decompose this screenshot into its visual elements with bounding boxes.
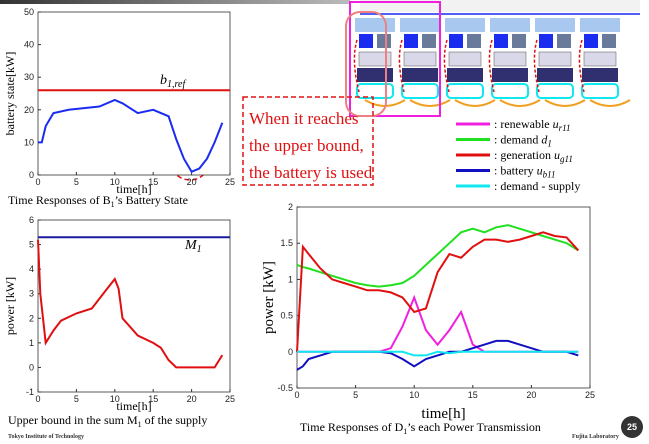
y-tick-label: 4 [29, 264, 34, 274]
reference-label-sub: 1 [197, 244, 202, 255]
page-number: 25 [627, 422, 637, 432]
reference-label: b1,ref [160, 73, 186, 90]
x-tick-label: 15 [148, 177, 158, 187]
legend-name: : demand [494, 133, 541, 147]
page-badge [621, 416, 643, 438]
x-tick-label: 25 [225, 394, 235, 404]
x-tick-label: 10 [409, 390, 419, 400]
callout: When it reaches the upper bound, the bat… [242, 96, 374, 186]
legend-entry: : generation ug11 [494, 148, 573, 164]
series-line [37, 239, 224, 369]
footer-right: Fujita Laboratory [572, 434, 619, 440]
x-tick-label: 0 [35, 394, 40, 404]
caption-text: ’s Battery State [115, 193, 188, 207]
series-line [296, 231, 580, 352]
plot-area [296, 206, 591, 389]
x-axis-label: time[h] [116, 182, 151, 196]
y-tick-label: 20 [24, 105, 34, 115]
y-tick-label: 1 [29, 338, 34, 348]
reference-label-main: b [160, 73, 167, 88]
callout-text: the battery is used [249, 163, 373, 182]
y-axis-label: battery state[kW] [3, 52, 17, 136]
y-tick-label: -0.5 [277, 383, 293, 393]
legend-entry: : renewable ur11 [494, 117, 570, 133]
caption-text: of the supply [142, 413, 208, 427]
callout-text: the upper bound, [249, 136, 364, 155]
legend-symbol: u [553, 117, 559, 131]
x-tick-label: 10 [110, 394, 120, 404]
legend-symbol: u [554, 148, 560, 162]
reference-label: M1 [184, 238, 202, 255]
y-tick-label: 40 [24, 40, 34, 50]
y-tick-label: 6 [29, 215, 34, 225]
callout-text: When it reaches [249, 109, 359, 128]
x-tick-label: 5 [74, 394, 79, 404]
legend-name: : battery [494, 164, 537, 178]
caption: Time Responses of B1’s Battery State [8, 193, 188, 209]
plot-area [37, 11, 231, 176]
x-tick-label: 0 [35, 177, 40, 187]
y-tick-label: 50 [24, 7, 34, 17]
x-tick-label: 15 [468, 390, 478, 400]
network-diagram [345, 0, 640, 117]
x-axis-label: time[h] [116, 399, 151, 413]
caption-sub: 1 [138, 420, 142, 429]
caption-text: Time Responses of D [300, 420, 404, 434]
top-bar [0, 0, 350, 4]
caption-sub: 1 [403, 427, 407, 436]
legend-entry: : demand d1 [494, 133, 552, 149]
legend-symbol: u [537, 164, 543, 178]
x-tick-label: 15 [148, 394, 158, 404]
legend-name: : generation [494, 148, 554, 162]
y-tick-label: 1 [288, 274, 293, 284]
y-tick-label: 1.5 [280, 238, 293, 248]
series-line [297, 350, 579, 357]
y-tick-label: 0 [288, 347, 293, 357]
legend-name: : demand - supply [494, 179, 580, 193]
legend-symbol-sub: r11 [559, 123, 571, 133]
plot-area [37, 219, 231, 393]
caption-text: Upper bound in the sum M [8, 413, 138, 427]
x-tick-label: 20 [187, 394, 197, 404]
legend-symbol: d [541, 133, 548, 147]
y-tick-label: 0 [29, 362, 34, 372]
x-tick-label: 25 [585, 390, 595, 400]
x-tick-label: 0 [294, 390, 299, 400]
x-tick-label: 20 [187, 177, 197, 187]
x-tick-label: 10 [110, 177, 120, 187]
x-tick-label: 5 [74, 177, 79, 187]
x-tick-label: 25 [225, 177, 235, 187]
caption: Time Responses of D1’s each Power Transm… [300, 420, 541, 436]
legend-entry: : demand - supply [494, 179, 580, 193]
caption-text: ’s each Power Transmission [407, 420, 541, 434]
reference-label-main: M [184, 238, 198, 253]
y-axis-label: power [kW] [3, 277, 17, 335]
legend-symbol-sub: g11 [560, 154, 573, 164]
y-tick-label: 0.5 [280, 311, 293, 321]
y-tick-label: 3 [29, 289, 34, 299]
caption-sub: 1 [111, 200, 115, 209]
y-tick-label: 5 [29, 240, 34, 250]
caption-text: Time Responses of B [8, 193, 111, 207]
legend-symbol-sub: 1 [547, 139, 552, 149]
caption: Upper bound in the sum M1 of the supply [8, 413, 207, 429]
y-tick-label: 2 [288, 202, 293, 212]
x-axis-label: time[h] [421, 406, 465, 422]
series-line [296, 224, 579, 288]
y-tick-label: 30 [24, 72, 34, 82]
y-tick-label: 10 [24, 137, 34, 147]
footer-left: Tokyo Institute of Technology [8, 434, 84, 440]
y-tick-label: -1 [26, 387, 34, 397]
x-tick-label: 20 [526, 390, 536, 400]
y-axis-label: power [kW] [261, 261, 277, 334]
reference-label-sub: 1,ref [167, 79, 186, 90]
y-tick-label: 0 [29, 170, 34, 180]
legend-name: : renewable [494, 117, 553, 131]
legend-symbol-sub: b11 [543, 170, 556, 180]
legend-entry: : battery ub11 [494, 164, 556, 180]
series-line [38, 98, 224, 173]
x-tick-label: 5 [353, 390, 358, 400]
y-tick-label: 2 [29, 313, 34, 323]
